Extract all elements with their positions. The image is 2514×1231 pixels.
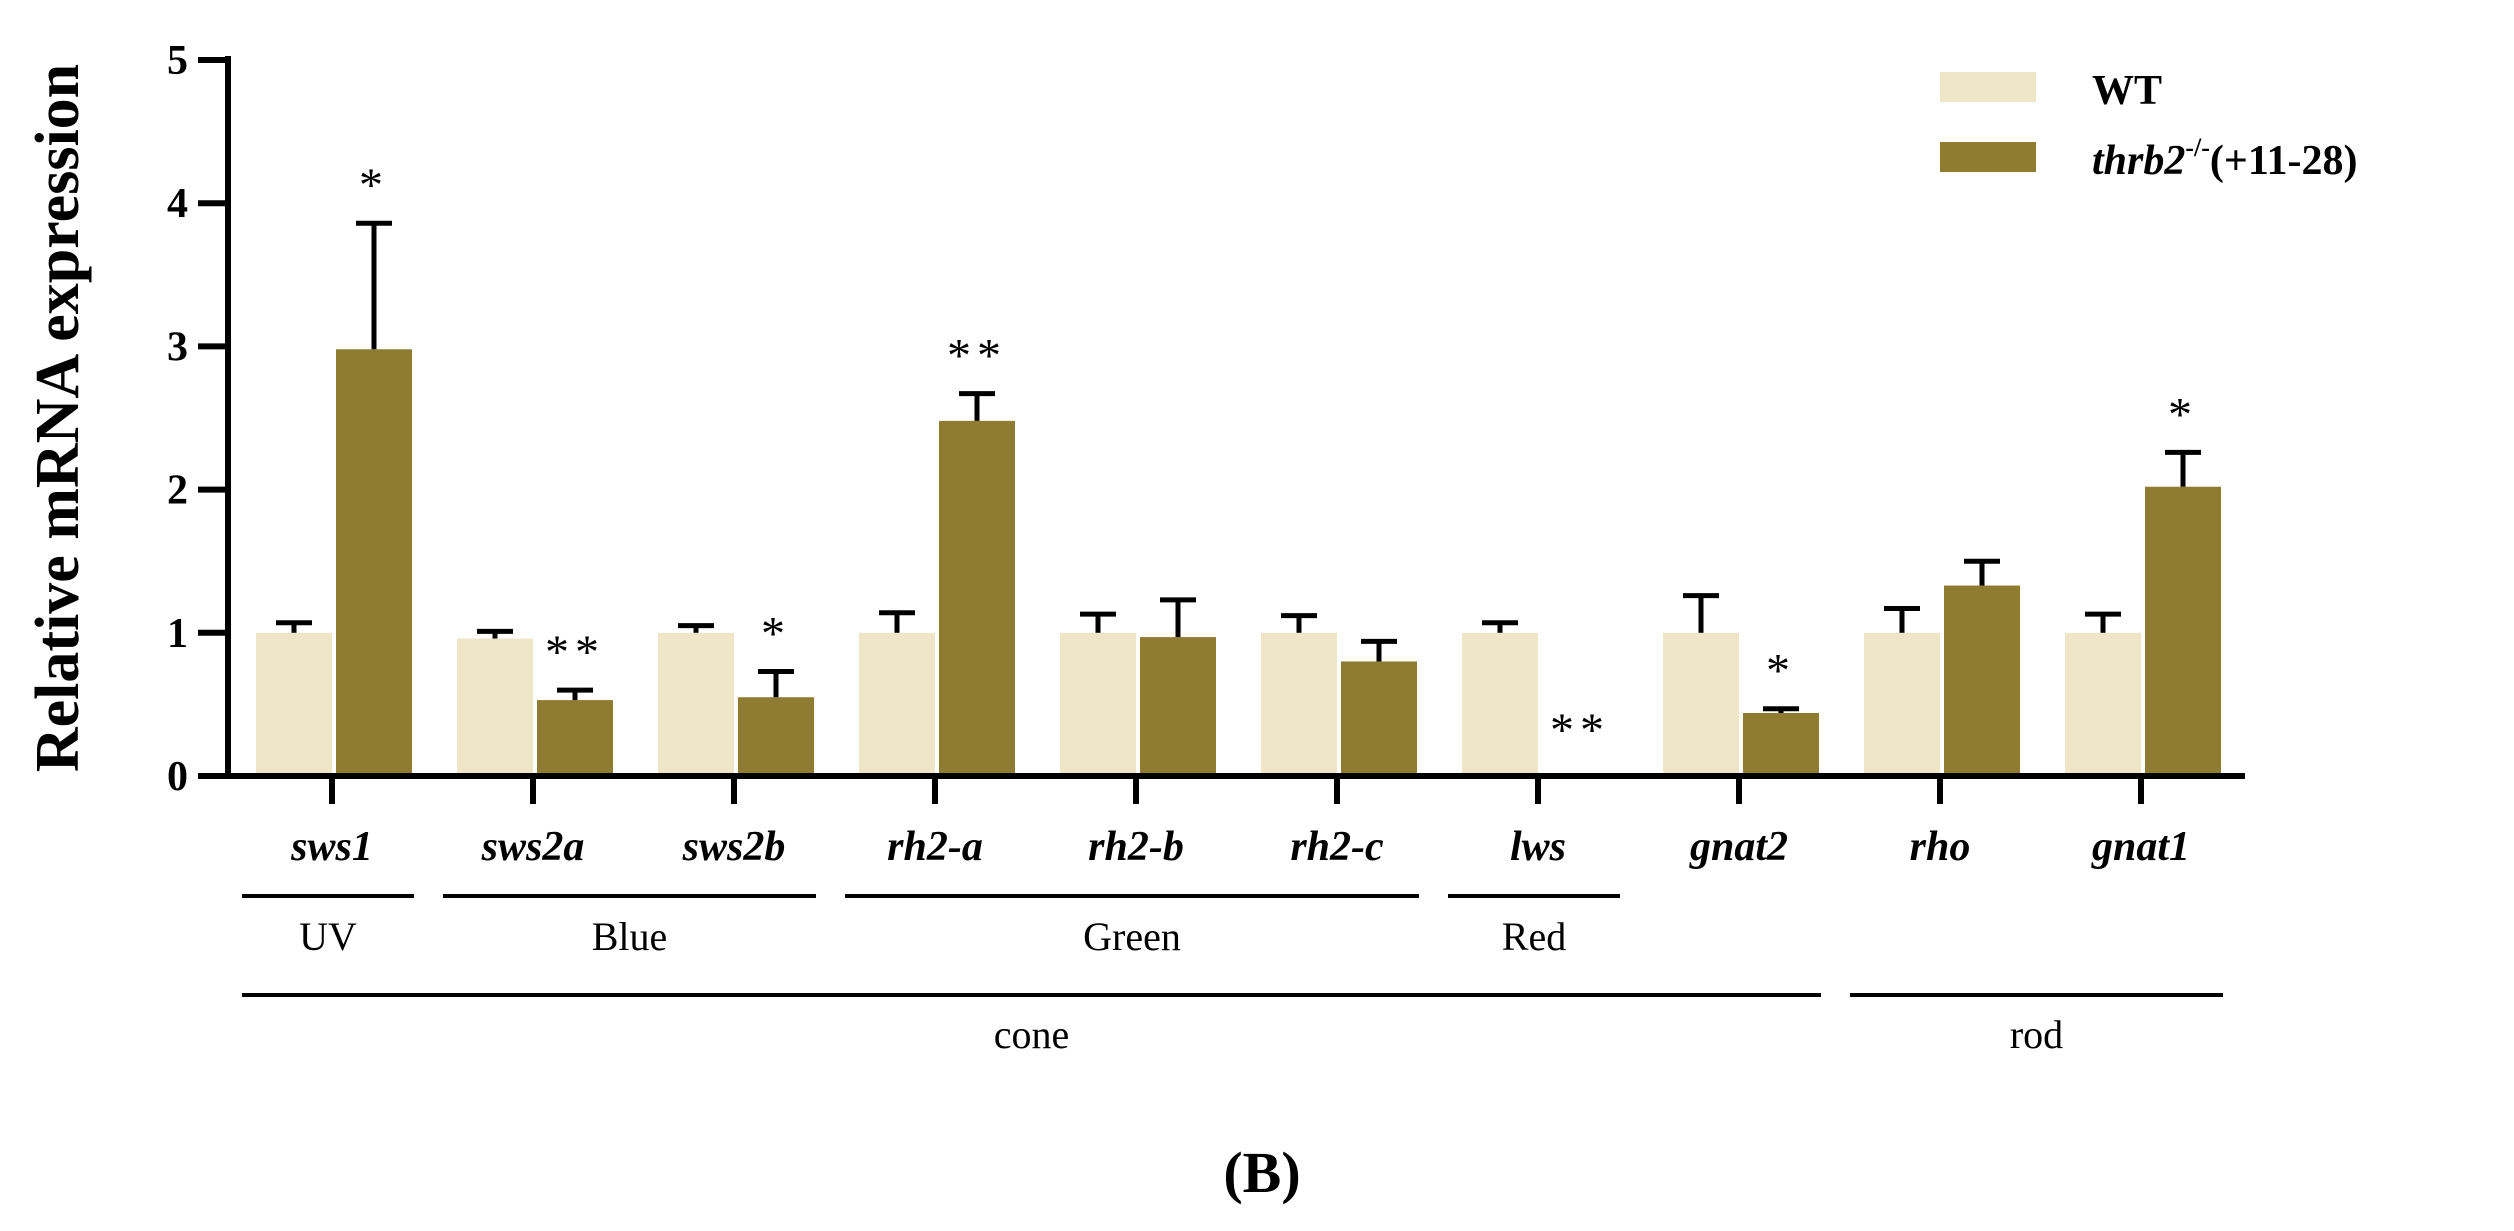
significance-marker: ** xyxy=(947,330,1007,383)
legend-label-wt: WT xyxy=(2092,68,2162,114)
x-tick-label: gnat2 xyxy=(1689,824,1788,870)
wt-bar xyxy=(256,632,332,776)
mutant-bar xyxy=(939,420,1015,776)
wt-bar xyxy=(1261,632,1337,776)
significance-marker: * xyxy=(359,159,389,212)
significance-marker: ** xyxy=(545,626,605,679)
y-tick-label: 2 xyxy=(167,468,188,514)
mutant-bar xyxy=(537,700,613,776)
x-tick-label: rho xyxy=(1910,824,1971,870)
y-tick-label: 4 xyxy=(167,181,188,227)
x-tick-label: rh2-c xyxy=(1290,824,1384,870)
opsin-group-label: UV xyxy=(299,914,357,959)
y-axis-label: Relative mRNA expression xyxy=(24,64,92,772)
significance-marker: ** xyxy=(1550,704,1610,757)
y-tick-label: 0 xyxy=(167,754,188,800)
legend-label-mutant: thrb2-/-(+11-28) xyxy=(2092,133,2358,184)
opsin-group-label: Blue xyxy=(592,914,668,959)
x-tick-label: rh2-b xyxy=(1088,824,1184,870)
significance-marker: * xyxy=(1766,645,1796,698)
mutant-bar xyxy=(1140,637,1216,776)
wt-bar xyxy=(859,632,935,776)
wt-bar xyxy=(1060,632,1136,776)
wt-bar xyxy=(1663,632,1739,776)
mutant-bar xyxy=(336,349,412,776)
opsin-group-label: Green xyxy=(1083,914,1181,959)
x-tick-label: rh2-a xyxy=(887,824,983,870)
x-tick-label: sws1 xyxy=(290,824,373,870)
opsin-group-label: Red xyxy=(1502,914,1566,959)
cell-group-label: cone xyxy=(994,1012,1070,1057)
x-tick-label: sws2b xyxy=(682,824,786,870)
wt-bar xyxy=(658,632,734,776)
y-tick-label: 1 xyxy=(167,611,188,657)
mutant-bar xyxy=(2145,486,2221,776)
legend-allele-suffix: (+11-28) xyxy=(2210,138,2358,184)
cell-group-label: rod xyxy=(2010,1012,2063,1057)
mutant-bar xyxy=(738,697,814,776)
wt-bar xyxy=(1462,632,1538,776)
wt-bar xyxy=(457,638,533,776)
x-tick-label: gnat1 xyxy=(2091,824,2190,870)
y-tick-label: 5 xyxy=(167,38,188,84)
legend-swatch-wt xyxy=(1940,72,2036,102)
legend-swatch-mutant xyxy=(1940,142,2036,172)
mutant-bar xyxy=(1743,712,1819,776)
mutant-bar xyxy=(1341,661,1417,776)
x-tick-label: lws xyxy=(1510,824,1566,870)
wt-bar xyxy=(2065,632,2141,776)
y-tick-label: 3 xyxy=(167,324,188,370)
x-tick-label: sws2a xyxy=(481,824,585,870)
wt-bar xyxy=(1864,632,1940,776)
legend-gene-name: thrb2 xyxy=(2092,138,2185,184)
significance-marker: * xyxy=(761,607,791,660)
legend-genotype-superscript: -/- xyxy=(2185,133,2210,162)
significance-marker: * xyxy=(2168,388,2198,441)
panel-label: (B) xyxy=(1223,1140,1300,1205)
mutant-bar xyxy=(1944,585,2020,776)
